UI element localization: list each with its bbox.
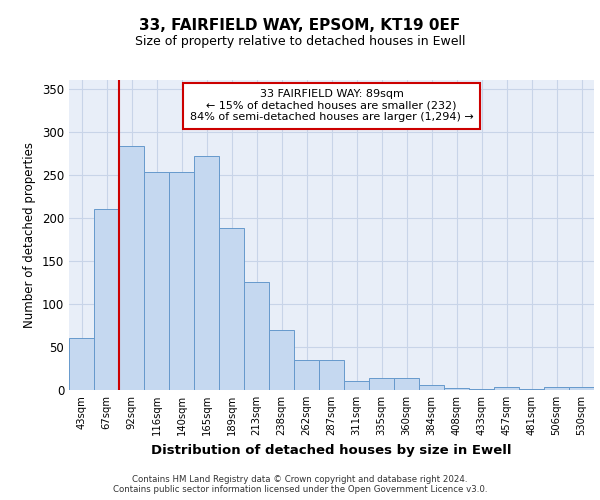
Bar bbox=[219, 228, 244, 390]
Bar bbox=[469, 389, 494, 390]
Bar bbox=[444, 388, 469, 390]
Bar bbox=[94, 209, 119, 390]
Bar bbox=[119, 146, 144, 390]
Bar bbox=[69, 338, 94, 390]
Bar bbox=[544, 386, 569, 390]
Bar bbox=[394, 378, 419, 390]
Text: Size of property relative to detached houses in Ewell: Size of property relative to detached ho… bbox=[135, 35, 465, 48]
Bar bbox=[244, 282, 269, 390]
Bar bbox=[519, 389, 544, 390]
Bar bbox=[144, 172, 169, 390]
Bar bbox=[419, 385, 444, 390]
Bar bbox=[319, 360, 344, 390]
Bar bbox=[269, 330, 294, 390]
Bar bbox=[169, 172, 194, 390]
Text: 33, FAIRFIELD WAY, EPSOM, KT19 0EF: 33, FAIRFIELD WAY, EPSOM, KT19 0EF bbox=[139, 18, 461, 32]
Text: 33 FAIRFIELD WAY: 89sqm
← 15% of detached houses are smaller (232)
84% of semi-d: 33 FAIRFIELD WAY: 89sqm ← 15% of detache… bbox=[190, 90, 473, 122]
Bar bbox=[294, 360, 319, 390]
Bar bbox=[494, 388, 519, 390]
X-axis label: Distribution of detached houses by size in Ewell: Distribution of detached houses by size … bbox=[151, 444, 512, 456]
Bar bbox=[344, 382, 369, 390]
Bar bbox=[569, 386, 594, 390]
Text: Contains HM Land Registry data © Crown copyright and database right 2024.
Contai: Contains HM Land Registry data © Crown c… bbox=[113, 474, 487, 494]
Y-axis label: Number of detached properties: Number of detached properties bbox=[23, 142, 37, 328]
Bar bbox=[369, 378, 394, 390]
Bar bbox=[194, 156, 219, 390]
